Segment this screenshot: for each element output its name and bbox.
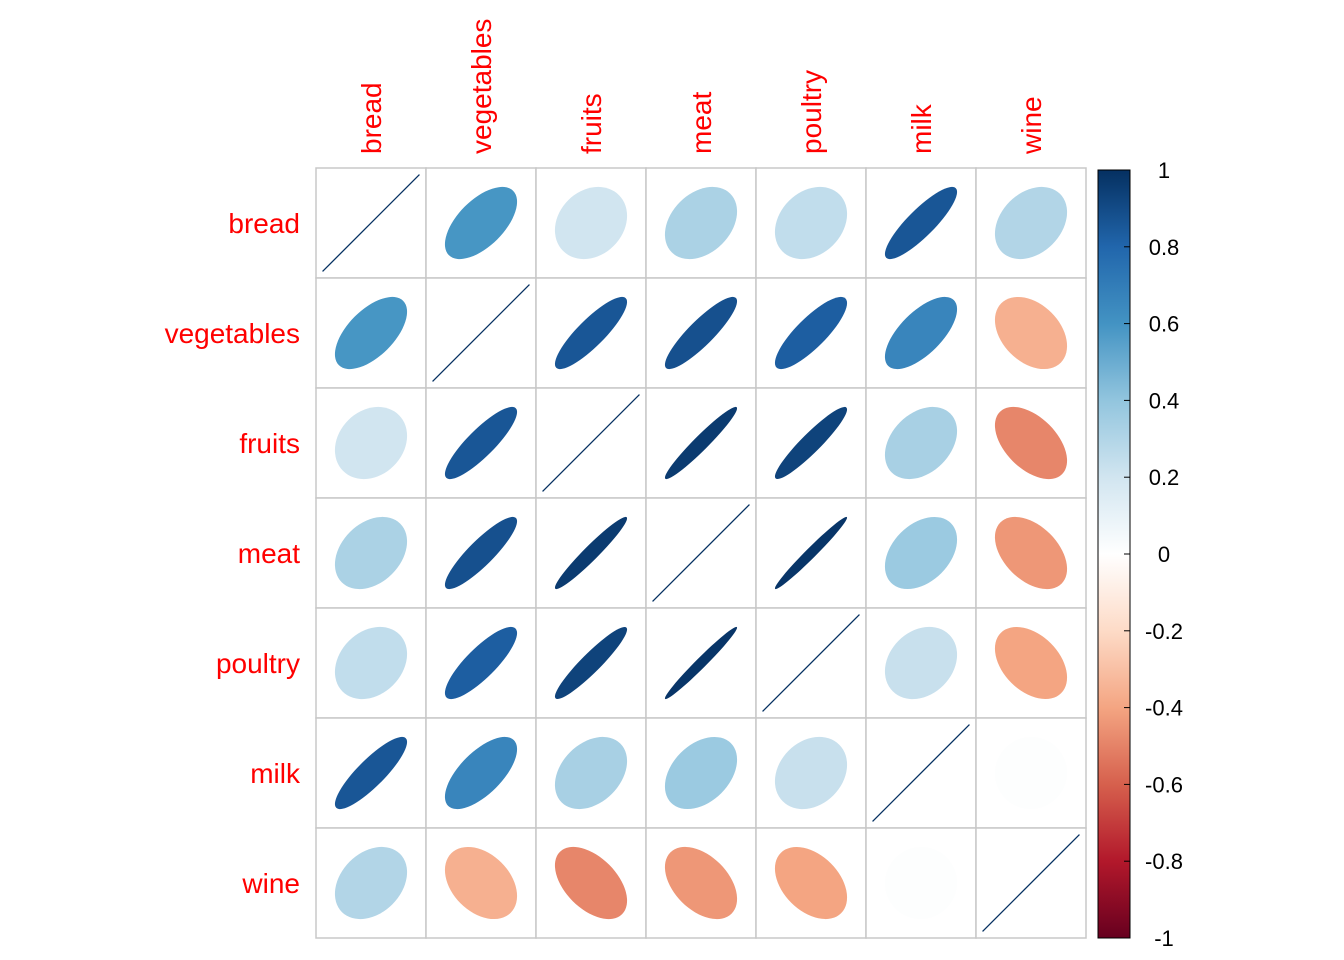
colorbar-tick-label: -0.6	[1145, 772, 1183, 797]
ellipse-fruits-fruits	[542, 394, 640, 492]
ellipse-vegetables-fruits	[554, 296, 628, 370]
ellipse-meat-fruits	[554, 516, 628, 590]
ellipse-poultry-wine	[994, 626, 1068, 700]
ellipse-milk-milk	[872, 724, 970, 822]
ellipse-wine-meat	[664, 846, 738, 920]
colorbar-tick-label: -0.4	[1145, 696, 1183, 721]
ellipse-milk-wine	[994, 736, 1068, 810]
ellipse-wine-vegetables	[444, 846, 518, 920]
ellipse-poultry-milk	[884, 626, 958, 700]
ellipse-wine-wine	[982, 834, 1080, 932]
colorbar-tick-label: 0	[1158, 542, 1170, 567]
ellipse-poultry-bread	[334, 626, 408, 700]
column-label-vegetables: vegetables	[466, 19, 497, 154]
column-label-fruits: fruits	[576, 93, 607, 154]
ellipse-milk-meat	[664, 736, 738, 810]
ellipse-fruits-wine	[994, 406, 1068, 480]
ellipse-milk-fruits	[554, 736, 628, 810]
ellipse-milk-vegetables	[444, 736, 518, 810]
ellipse-bread-vegetables	[444, 186, 518, 260]
column-labels: bread vegetables fruits meat poultry milk wine	[356, 19, 1047, 155]
ellipse-vegetables-meat	[664, 296, 738, 370]
colorbar: 1 0.8 0.6 0.4 0.2 0 -0.2 -0.4 -0.6 -0.8 -1	[1097, 158, 1183, 951]
row-label-bread: bread	[228, 208, 300, 239]
ellipse-vegetables-vegetables	[432, 284, 530, 382]
row-label-fruits: fruits	[239, 428, 300, 459]
matrix-cells	[315, 167, 1087, 939]
colorbar-tick-label: 0.4	[1149, 388, 1180, 413]
ellipse-wine-bread	[334, 846, 408, 920]
ellipse-milk-bread	[334, 736, 408, 810]
column-label-poultry: poultry	[796, 70, 827, 154]
row-label-poultry: poultry	[216, 648, 300, 679]
colorbar-tick-label: -0.2	[1145, 619, 1183, 644]
ellipse-meat-bread	[334, 516, 408, 590]
row-label-milk: milk	[250, 758, 301, 789]
ellipse-fruits-meat	[664, 406, 738, 480]
colorbar-tick-label: 1	[1158, 158, 1170, 183]
row-label-vegetables: vegetables	[165, 318, 300, 349]
ellipse-fruits-poultry	[774, 406, 848, 480]
ellipse-milk-poultry	[774, 736, 848, 810]
column-label-wine: wine	[1016, 96, 1047, 155]
ellipse-meat-wine	[994, 516, 1068, 590]
ellipse-bread-meat	[664, 186, 738, 260]
ellipse-vegetables-poultry	[774, 296, 848, 370]
colorbar-tick-label: -1	[1154, 926, 1174, 951]
colorbar-tick-label: -0.8	[1145, 849, 1183, 874]
row-label-wine: wine	[241, 868, 300, 899]
ellipse-poultry-poultry	[762, 614, 860, 712]
ellipse-vegetables-bread	[334, 296, 408, 370]
column-label-milk: milk	[906, 103, 937, 154]
colorbar-tick-label: 0.8	[1149, 235, 1180, 260]
ellipse-meat-milk	[884, 516, 958, 590]
row-label-meat: meat	[238, 538, 300, 569]
ellipse-wine-poultry	[774, 846, 848, 920]
ellipse-meat-poultry	[774, 516, 848, 590]
ellipse-poultry-fruits	[554, 626, 628, 700]
colorbar-tick-label: 0.6	[1149, 312, 1180, 337]
column-label-bread: bread	[356, 82, 387, 154]
ellipse-fruits-bread	[334, 406, 408, 480]
ellipse-meat-meat	[652, 504, 750, 602]
ellipse-fruits-milk	[884, 406, 958, 480]
ellipse-vegetables-milk	[884, 296, 958, 370]
ellipse-bread-milk	[884, 186, 958, 260]
column-label-meat: meat	[686, 92, 717, 154]
ellipse-bread-fruits	[554, 186, 628, 260]
ellipse-vegetables-wine	[994, 296, 1068, 370]
ellipse-wine-milk	[884, 846, 958, 920]
ellipse-meat-vegetables	[444, 516, 518, 590]
row-labels: bread vegetables fruits meat poultry milk wine	[165, 208, 301, 899]
ellipse-bread-poultry	[774, 186, 848, 260]
ellipse-bread-wine	[994, 186, 1068, 260]
ellipse-bread-bread	[322, 174, 420, 272]
ellipse-wine-fruits	[554, 846, 628, 920]
ellipse-fruits-vegetables	[444, 406, 518, 480]
colorbar-tick-label: 0.2	[1149, 465, 1180, 490]
ellipse-poultry-vegetables	[444, 626, 518, 700]
ellipse-poultry-meat	[664, 626, 738, 700]
